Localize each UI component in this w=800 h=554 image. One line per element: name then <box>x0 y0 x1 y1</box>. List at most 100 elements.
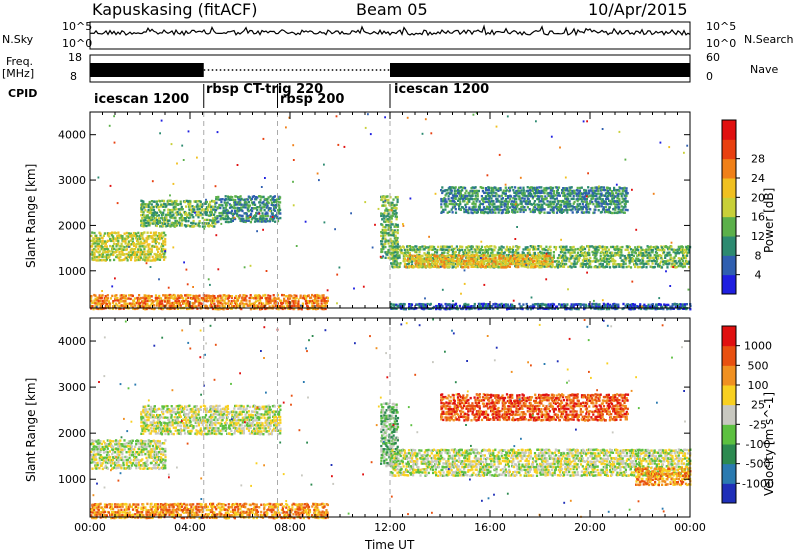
power-cell-b7 <box>563 189 566 192</box>
power-cell-b5 <box>642 256 645 260</box>
power-cell-b5 <box>425 246 428 249</box>
power-cell-b7 <box>520 189 523 192</box>
power-cell-b2 <box>278 197 281 201</box>
power-cell-b3 <box>159 300 162 303</box>
power-cell-b7 <box>594 186 597 189</box>
power-cell-b7 <box>531 208 534 211</box>
power-cell-b5 <box>434 248 437 251</box>
power-cell-b5 <box>437 245 440 249</box>
power-cell-b5 <box>648 251 651 254</box>
power-cell-b7 <box>483 210 486 214</box>
power-cell-b7 <box>564 197 567 200</box>
power-cell-b5 <box>614 245 617 249</box>
power-cell-b5 <box>487 251 490 254</box>
power-cell-b1 <box>144 218 147 222</box>
power-cell-b3 <box>211 301 214 304</box>
power-cell-b6 <box>427 260 430 264</box>
power-cell-b7 <box>448 199 451 203</box>
power-cell-b0 <box>148 256 151 259</box>
power-cell-b7 <box>509 198 512 201</box>
power-cell-b5 <box>640 246 643 249</box>
power-cell-b0 <box>115 250 118 254</box>
power-cell-b7 <box>564 194 567 197</box>
power-cell-b3 <box>241 299 244 302</box>
power-cell-b6 <box>518 263 521 266</box>
power-cell-b7 <box>585 202 589 205</box>
power-cell-b5 <box>470 245 473 248</box>
power-cell-b3 <box>179 304 182 307</box>
freq-block-1 <box>90 63 204 77</box>
power-cell-b3 <box>99 296 102 300</box>
power-cell-b7 <box>512 211 515 214</box>
power-cell-b4 <box>384 200 387 204</box>
power-cell-b5 <box>417 248 420 251</box>
power-cell-b7 <box>531 197 534 200</box>
power-cell-b7 <box>538 195 541 198</box>
power-cell-b1 <box>148 202 151 205</box>
power-cell-b5 <box>641 254 644 257</box>
power-cell-b3 <box>132 307 135 310</box>
power-cell-b6 <box>496 260 499 263</box>
power-cell-b8 <box>467 305 470 308</box>
power-cell-b3 <box>285 302 289 305</box>
power-cell-b6 <box>526 263 529 266</box>
power-cell-b7 <box>507 195 510 198</box>
power-cell-b1 <box>192 216 195 219</box>
power-cell-b1 <box>178 217 181 220</box>
power-cell-b7 <box>612 197 616 200</box>
power-cell-b6 <box>546 254 549 258</box>
power-cell-b7 <box>474 197 477 200</box>
power-cell-b2 <box>256 206 259 209</box>
power-cell-b1 <box>180 214 184 217</box>
power-cell-b8 <box>473 304 476 308</box>
power-cell-b2 <box>253 201 256 204</box>
power-cell-b2 <box>265 206 268 209</box>
power-cell-b2 <box>269 218 272 221</box>
power-cell-b0 <box>146 231 149 234</box>
power-cell-b2 <box>231 212 235 216</box>
power-cell-b2 <box>274 220 277 223</box>
power-cell-b7 <box>530 194 533 197</box>
power-cell-b5 <box>584 254 588 258</box>
power-cell-b5 <box>497 266 500 269</box>
power-cell-b5 <box>514 264 517 268</box>
power-cell-b2 <box>215 208 218 212</box>
power-cell-b6 <box>509 257 512 260</box>
power-cell-b7 <box>617 200 620 203</box>
power-cell-b5 <box>569 246 572 249</box>
power-cell-b3 <box>94 305 97 308</box>
power-cell-b7 <box>501 211 504 214</box>
power-cell-b1 <box>182 217 185 220</box>
power-cell-b1 <box>184 217 187 220</box>
power-cell-b5 <box>605 260 609 263</box>
power-cell-b3 <box>313 295 316 298</box>
power-cell-b3 <box>119 304 122 308</box>
power-cell-b5 <box>533 251 536 255</box>
power-cell-b1 <box>199 200 202 203</box>
power-cell-b3 <box>317 299 320 302</box>
power-cell-b5 <box>605 262 609 266</box>
power-cell-b6 <box>462 266 465 269</box>
power-cell-b2 <box>236 212 239 215</box>
power-cell-b7 <box>471 194 474 197</box>
power-cell-b8 <box>392 303 395 306</box>
power-cell-b3 <box>156 296 159 300</box>
power-cell-b0 <box>143 231 146 234</box>
power-cell-b5 <box>434 251 437 254</box>
power-cell-b1 <box>157 214 161 217</box>
power-cell-b3 <box>193 295 196 298</box>
power-cell-b0 <box>118 251 121 254</box>
power-cell-b7 <box>618 199 621 203</box>
power-cell-b0 <box>94 242 97 245</box>
power-cell-b6 <box>534 257 538 260</box>
power-cell-b0 <box>91 248 94 252</box>
power-cell-b1 <box>150 206 153 209</box>
power-cell-b6 <box>492 265 495 268</box>
power-cell-b8 <box>467 303 470 306</box>
power-cell-b7 <box>589 189 592 192</box>
power-cell-b8 <box>454 302 458 306</box>
power-cell-b3 <box>245 302 248 305</box>
power-cell-b5 <box>398 265 401 268</box>
power-cell-b5 <box>672 250 675 254</box>
power-cell-b3 <box>191 305 194 308</box>
